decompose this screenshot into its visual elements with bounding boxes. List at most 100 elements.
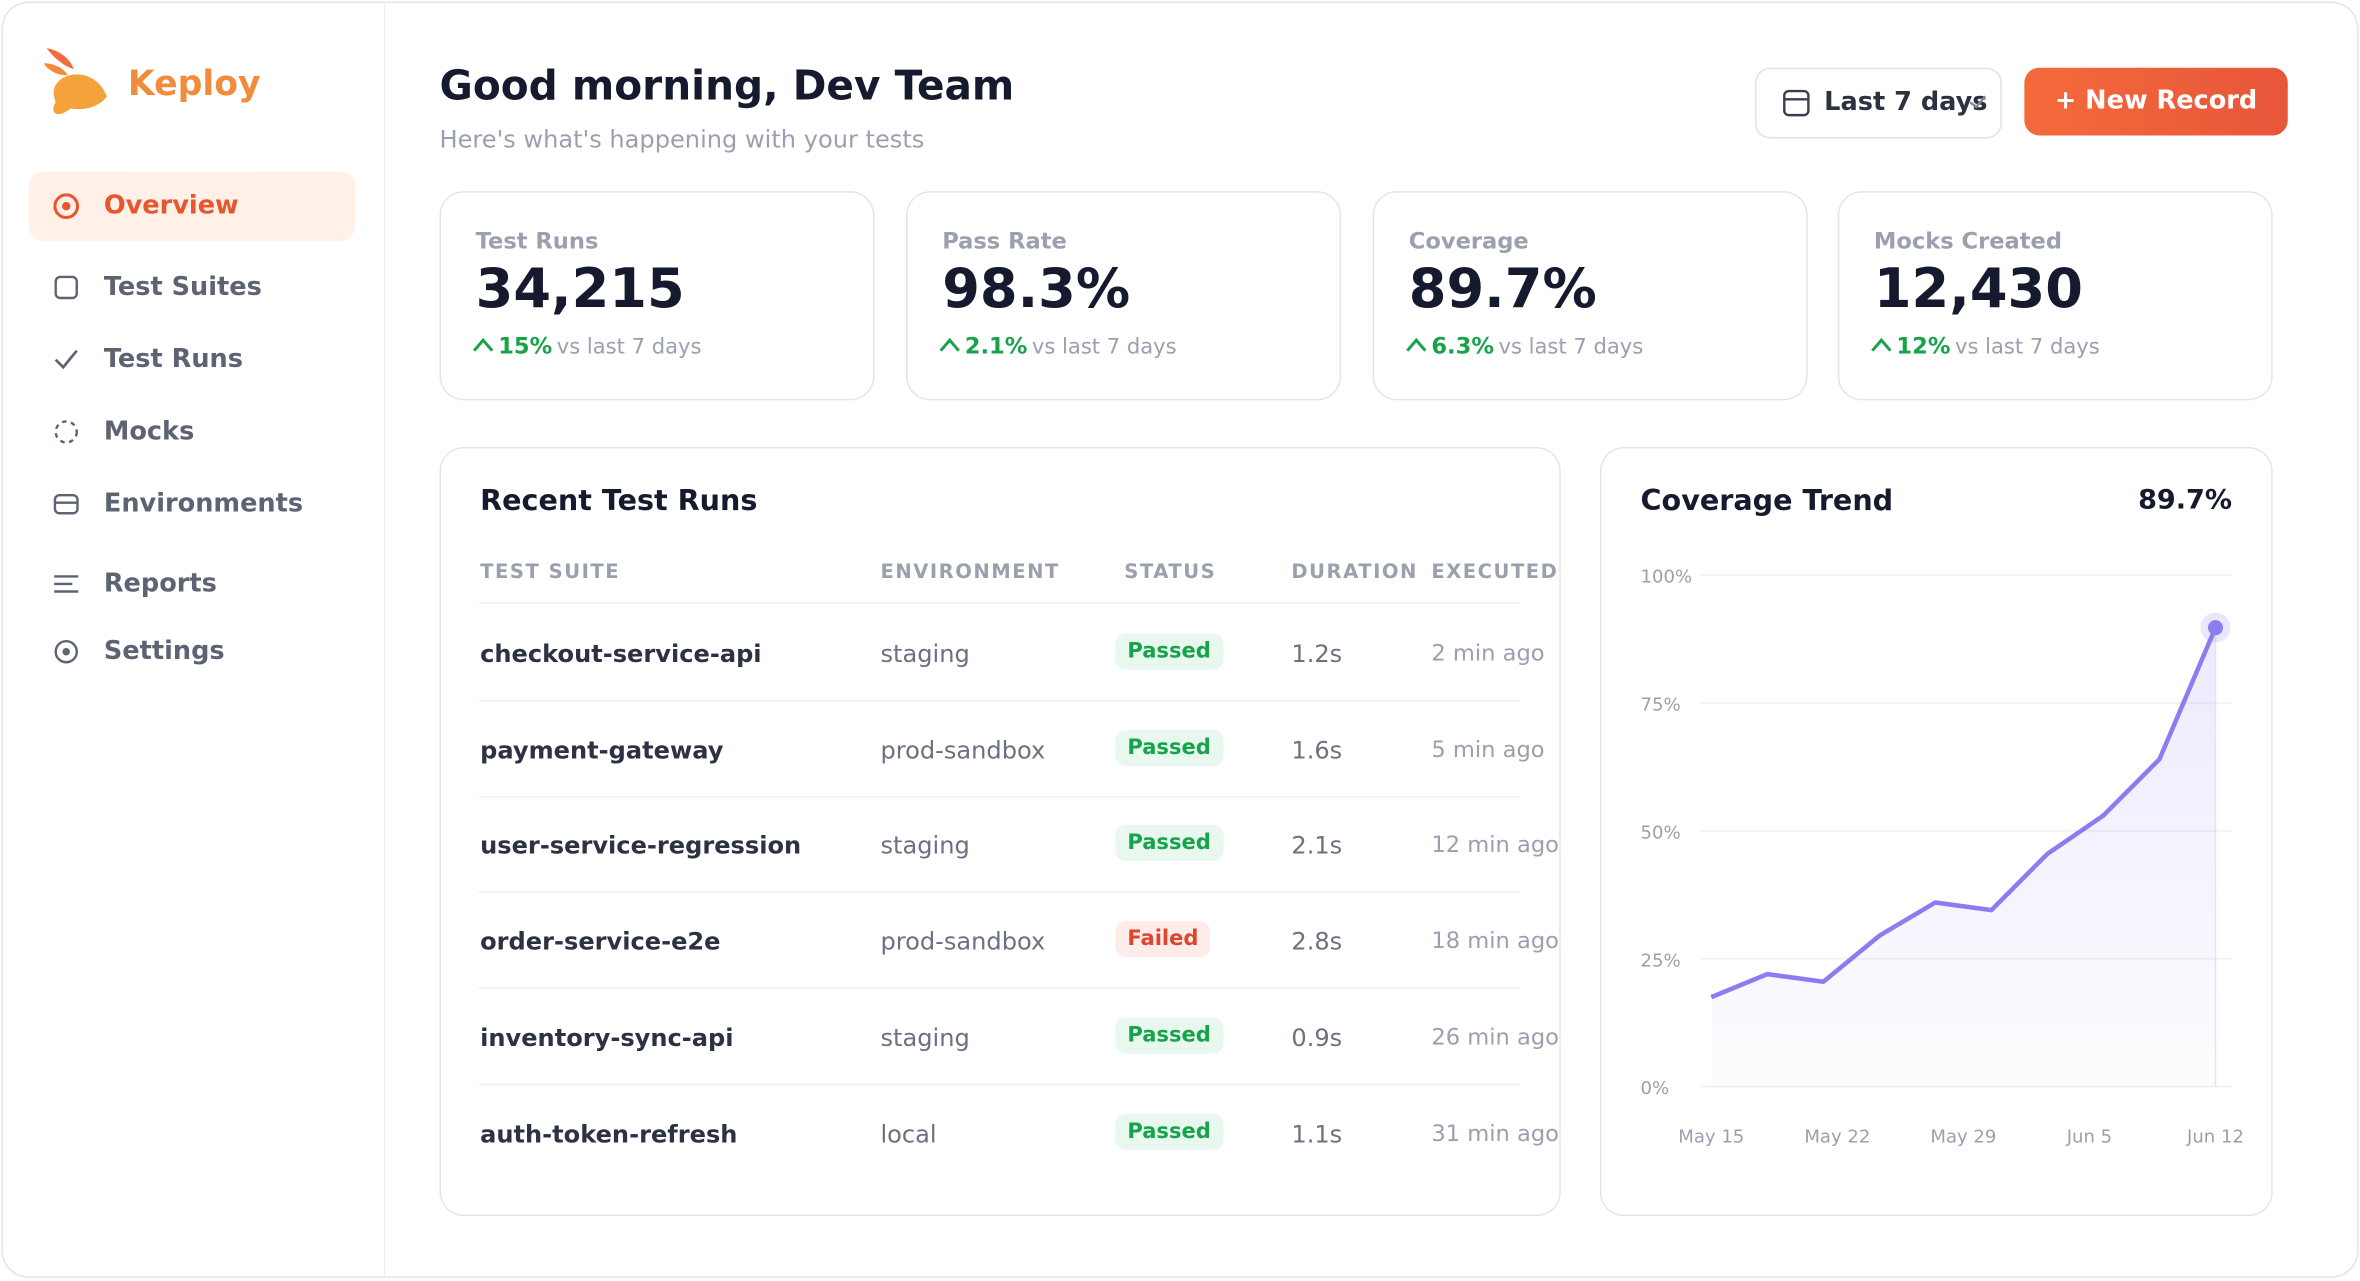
chevron	[1969, 95, 1987, 109]
executed: 18 min ago	[1431, 927, 1560, 955]
column-header: STATUS	[1124, 561, 1217, 584]
status-badge: Passed	[1115, 729, 1223, 766]
suite-name: auth-token-refresh	[480, 1119, 738, 1148]
area	[1711, 627, 2216, 1087]
nav-label: Settings	[103, 636, 225, 667]
status-badge: Passed	[1115, 1017, 1223, 1054]
nav-label: Mocks	[103, 416, 195, 448]
stat-value: 98.3%	[942, 258, 1131, 321]
x-tick-label: Jun 12	[2186, 1126, 2244, 1147]
column-header: DURATION	[1291, 561, 1418, 584]
row-separator	[478, 795, 1521, 798]
x-tick-label: May 22	[1804, 1126, 1870, 1147]
row-separator	[478, 987, 1521, 989]
column-header: TEST SUITE	[480, 561, 621, 584]
nav-item[interactable]: Test Suites	[29, 253, 356, 322]
up-arrow	[1406, 337, 1427, 352]
table-title: Recent Test Runs	[480, 484, 758, 518]
y-tick-label: 50%	[1641, 822, 1681, 843]
nav-icon	[54, 275, 78, 300]
suite-name: order-service-e2e	[480, 927, 721, 956]
chart-current: 89.7%	[2138, 484, 2233, 517]
page-title: Good morning, Dev Team	[439, 63, 1015, 110]
suite-name: payment-gateway	[480, 735, 724, 765]
stat-change-row: 2.1% vs last 7 days	[939, 332, 1177, 360]
nav-label: Test Runs	[103, 344, 244, 375]
nav-label: Test Suites	[103, 272, 262, 303]
environment: staging	[880, 831, 970, 861]
status-badge: Failed	[1115, 921, 1211, 958]
duration: 2.8s	[1291, 927, 1343, 956]
stat-change-row: 6.3% vs last 7 days	[1406, 333, 1643, 360]
stat-label: Coverage	[1408, 227, 1529, 255]
date-range[interactable]: Last 7 days	[1754, 67, 2002, 139]
stat-note: vs last 7 days	[556, 335, 702, 360]
row-separator	[478, 1083, 1521, 1085]
environment: local	[880, 1119, 937, 1148]
nav-item[interactable]: Mocks	[29, 397, 356, 466]
nav-item[interactable]: Overview	[28, 171, 356, 241]
brand: Keploy	[127, 64, 261, 104]
page-subtitle: Here's what's happening with your tests	[439, 124, 925, 154]
logo	[43, 48, 107, 115]
stat-label: Test Runs	[475, 227, 599, 255]
duration: 0.9s	[1291, 1023, 1343, 1052]
nav-label: Environments	[103, 489, 304, 520]
row-separator	[478, 891, 1521, 894]
stat-value: 89.7%	[1408, 258, 1597, 321]
environment: prod-sandbox	[880, 735, 1046, 765]
nav-label: Overview	[103, 191, 239, 222]
status-badge: Passed	[1115, 825, 1223, 862]
calendar-icon	[1783, 89, 1810, 117]
sidebar	[2, 1, 386, 1278]
stat-label: Mocks Created	[1873, 227, 2063, 255]
nav-icon	[54, 349, 78, 370]
environment: staging	[880, 639, 970, 669]
stat-change: 6.3%	[1431, 332, 1494, 360]
duration: 1.1s	[1291, 1119, 1343, 1148]
table-card	[439, 447, 1561, 1217]
stat-note: vs last 7 days	[1031, 335, 1177, 360]
row-separator	[478, 699, 1521, 702]
end-point	[2207, 620, 2224, 636]
x-tick-label: Jun 5	[2066, 1126, 2112, 1147]
stat-card	[439, 191, 875, 401]
suite-name: checkout-service-api	[480, 639, 762, 669]
chart-title: Coverage Trend	[1640, 484, 1894, 518]
stat-change-row: 12% vs last 7 days	[1871, 333, 2100, 360]
new-record-button[interactable]: + New Record	[2024, 67, 2288, 136]
stat-note: vs last 7 days	[1498, 335, 1644, 360]
column-header: EXECUTED	[1431, 561, 1559, 584]
stat-value: 34,215	[475, 258, 685, 321]
nav-item[interactable]: Test Runs	[29, 325, 356, 394]
environment: prod-sandbox	[880, 927, 1046, 956]
suite-name: user-service-regression	[480, 831, 802, 861]
nav-icon	[53, 493, 79, 515]
line	[1710, 626, 2218, 1000]
x-tick-label: May 29	[1930, 1126, 1996, 1147]
nav-icon	[54, 639, 78, 664]
stat-value: 12,430	[1873, 258, 2083, 321]
executed: 26 min ago	[1431, 1023, 1560, 1051]
nav-icon	[54, 575, 79, 593]
nav-icon	[53, 193, 80, 219]
nav-item[interactable]: Settings	[29, 617, 356, 686]
duration: 2.1s	[1291, 831, 1343, 861]
nav-label: Reports	[103, 568, 217, 600]
executed: 31 min ago	[1431, 1119, 1560, 1147]
executed: 5 min ago	[1431, 735, 1545, 763]
up-arrow	[939, 337, 960, 352]
stat-change: 2.1%	[964, 332, 1028, 360]
y-tick-label: 75%	[1641, 694, 1681, 715]
stat-change-row: 15% vs last 7 days	[472, 332, 702, 360]
stat-change: 15%	[498, 332, 553, 360]
duration: 1.2s	[1291, 639, 1343, 669]
nav-item[interactable]: Environments	[29, 470, 356, 539]
nav-item[interactable]: Reports	[29, 549, 356, 618]
up-arrow	[472, 337, 494, 352]
y-tick-label: 0%	[1641, 1078, 1670, 1099]
column-header: ENVIRONMENT	[880, 561, 1060, 584]
nav-icon	[54, 420, 78, 444]
